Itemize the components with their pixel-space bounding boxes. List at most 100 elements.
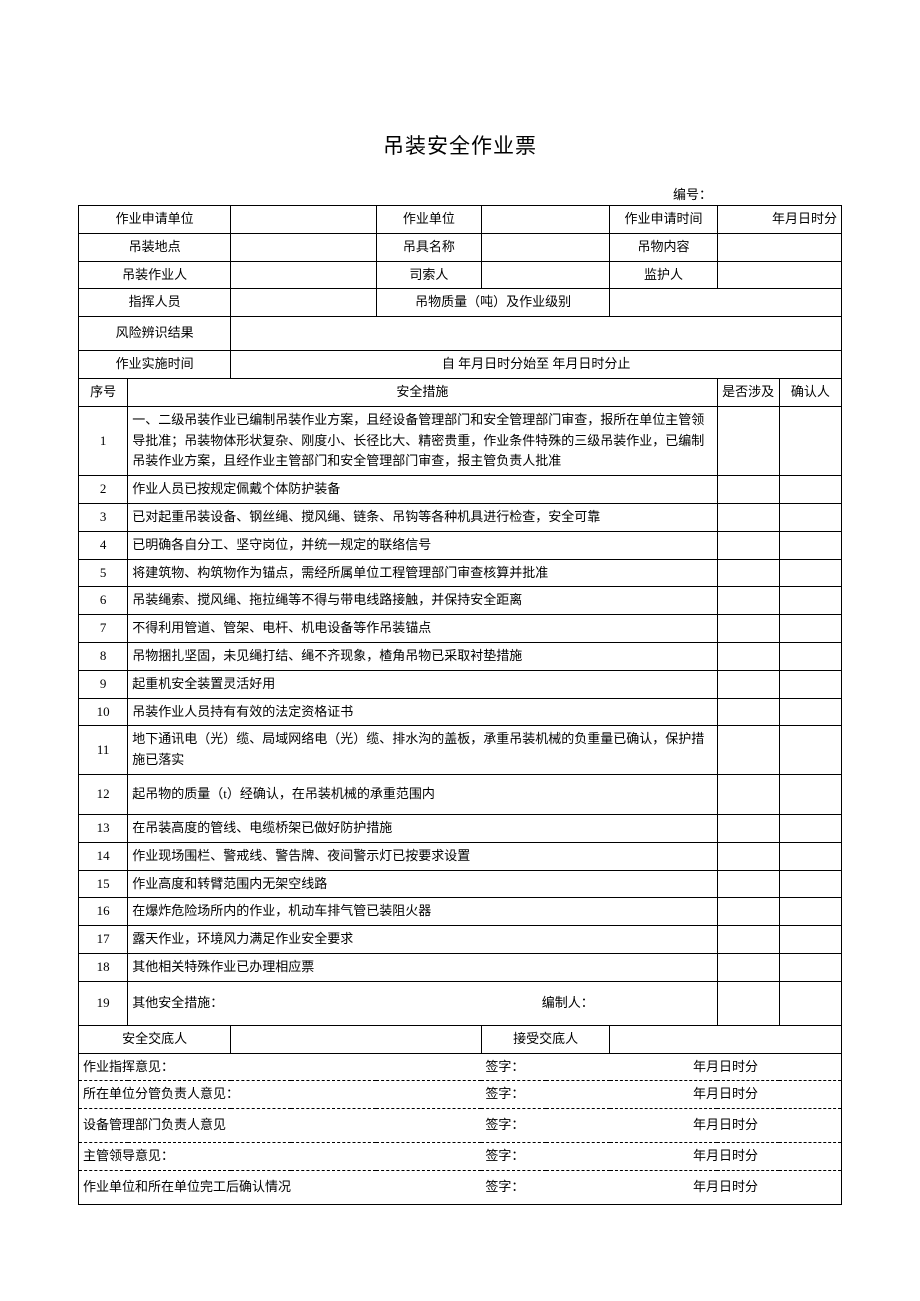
measure-confirm[interactable] [779, 587, 841, 615]
measure-confirm[interactable] [779, 531, 841, 559]
sig-sign-1[interactable]: 签字： [481, 1053, 610, 1081]
impl-time-value[interactable]: 自 年月日时分始至 年月日时分止 [231, 351, 842, 379]
measure-involve[interactable] [717, 476, 779, 504]
header-row: 风险辨识结果 [79, 317, 842, 351]
sig-sign-3[interactable]: 签字： [481, 1109, 610, 1143]
measure-involve[interactable] [717, 726, 779, 775]
measure-row: 14作业现场围栏、警戒线、警告牌、夜间警示灯已按要求设置 [79, 842, 842, 870]
measure-confirm[interactable] [779, 642, 841, 670]
measure-text: 不得利用管道、管架、电杆、机电设备等作吊装锚点 [128, 615, 717, 643]
measure-text: 在吊装高度的管线、电缆桥架已做好防护措施 [128, 814, 717, 842]
measure-row: 10吊装作业人员持有有效的法定资格证书 [79, 698, 842, 726]
measure-confirm[interactable] [779, 559, 841, 587]
measure-no: 14 [79, 842, 128, 870]
measure-confirm[interactable] [779, 698, 841, 726]
measure-text: 一、二级吊装作业已编制吊装作业方案，且经设备管理部门和安全管理部门审查，报所在单… [128, 406, 717, 475]
sig-opinion-4: 主管领导意见： [79, 1143, 482, 1171]
measure-confirm[interactable] [779, 726, 841, 775]
measure-text: 作业现场围栏、警戒线、警告牌、夜间警示灯已按要求设置 [128, 842, 717, 870]
measure-confirm[interactable] [779, 953, 841, 981]
apply-unit-label: 作业申请单位 [79, 206, 231, 234]
disclose-label: 安全交底人 [79, 1025, 231, 1053]
measure-text: 起吊物的质量（t）经确认，在吊装机械的承重范围内 [128, 774, 717, 814]
risk-value[interactable] [231, 317, 842, 351]
measure-involve[interactable] [717, 953, 779, 981]
apply-unit-value[interactable] [231, 206, 377, 234]
measure-row: 13在吊装高度的管线、电缆桥架已做好防护措施 [79, 814, 842, 842]
serial-number-label: 编号： [78, 184, 842, 203]
measure-text: 已对起重吊装设备、钢丝绳、搅风绳、链条、吊钩等各种机具进行检查，安全可靠 [128, 503, 717, 531]
measure-involve[interactable] [717, 406, 779, 475]
measure-involve[interactable] [717, 670, 779, 698]
apply-time-value[interactable]: 年月日时分 [717, 206, 841, 234]
measure-confirm[interactable] [779, 615, 841, 643]
measure-confirm[interactable] [779, 898, 841, 926]
commander-value[interactable] [231, 289, 377, 317]
sig-opinion-1: 作业指挥意见： [79, 1053, 482, 1081]
measure-no: 3 [79, 503, 128, 531]
measure-no: 8 [79, 642, 128, 670]
measure-confirm[interactable] [779, 981, 841, 1025]
col-involve: 是否涉及 [717, 378, 779, 406]
sig-opinion-5: 作业单位和所在单位完工后确认情况 [79, 1170, 482, 1204]
rigger-value[interactable] [481, 261, 610, 289]
measure-row: 3已对起重吊装设备、钢丝绳、搅风绳、链条、吊钩等各种机具进行检查，安全可靠 [79, 503, 842, 531]
measure-involve[interactable] [717, 842, 779, 870]
measure-involve[interactable] [717, 698, 779, 726]
sig-date-2[interactable]: 年月日时分 [610, 1081, 842, 1109]
measure-involve[interactable] [717, 642, 779, 670]
guardian-value[interactable] [717, 261, 841, 289]
object-content-label: 吊物内容 [610, 233, 717, 261]
disclose-value[interactable] [231, 1025, 482, 1053]
operator-value[interactable] [231, 261, 377, 289]
rigger-label: 司索人 [376, 261, 481, 289]
sig-date-4[interactable]: 年月日时分 [610, 1143, 842, 1171]
object-content-value[interactable] [717, 233, 841, 261]
operator-label: 吊装作业人 [79, 261, 231, 289]
measure-confirm[interactable] [779, 774, 841, 814]
measure-confirm[interactable] [779, 814, 841, 842]
measure-no: 2 [79, 476, 128, 504]
measure-row: 2作业人员已按规定佩戴个体防护装备 [79, 476, 842, 504]
sig-sign-5[interactable]: 签字： [481, 1170, 610, 1204]
tool-name-value[interactable] [481, 233, 610, 261]
measure-involve[interactable] [717, 814, 779, 842]
measure-involve[interactable] [717, 774, 779, 814]
sig-date-1[interactable]: 年月日时分 [610, 1053, 842, 1081]
measure-involve[interactable] [717, 559, 779, 587]
measure-no: 18 [79, 953, 128, 981]
work-unit-value[interactable] [481, 206, 610, 234]
measure-no: 11 [79, 726, 128, 775]
measure-no: 17 [79, 926, 128, 954]
sig-date-5[interactable]: 年月日时分 [610, 1170, 842, 1204]
measure-involve[interactable] [717, 587, 779, 615]
measure-no: 13 [79, 814, 128, 842]
signature-row: 作业指挥意见： 签字： 年月日时分 [79, 1053, 842, 1081]
measure-confirm[interactable] [779, 926, 841, 954]
measure-confirm[interactable] [779, 476, 841, 504]
measure-involve[interactable] [717, 926, 779, 954]
measure-involve[interactable] [717, 615, 779, 643]
measure-involve[interactable] [717, 898, 779, 926]
measure-involve[interactable] [717, 531, 779, 559]
sig-sign-4[interactable]: 签字： [481, 1143, 610, 1171]
measure-row: 4已明确各自分工、坚守岗位，并统一规定的联络信号 [79, 531, 842, 559]
location-value[interactable] [231, 233, 377, 261]
measure-confirm[interactable] [779, 670, 841, 698]
header-row: 作业申请单位 作业单位 作业申请时间 年月日时分 [79, 206, 842, 234]
measure-involve[interactable] [717, 503, 779, 531]
measure-no: 4 [79, 531, 128, 559]
measure-confirm[interactable] [779, 870, 841, 898]
measure-involve[interactable] [717, 870, 779, 898]
sig-date-3[interactable]: 年月日时分 [610, 1109, 842, 1143]
mass-level-label: 吊物质量（吨）及作业级别 [376, 289, 610, 317]
measure-row: 1一、二级吊装作业已编制吊装作业方案，且经设备管理部门和安全管理部门审查，报所在… [79, 406, 842, 475]
measure-involve[interactable] [717, 981, 779, 1025]
signature-row: 作业单位和所在单位完工后确认情况 签字： 年月日时分 [79, 1170, 842, 1204]
measure-confirm[interactable] [779, 503, 841, 531]
mass-level-value[interactable] [610, 289, 842, 317]
receive-value[interactable] [610, 1025, 842, 1053]
measure-confirm[interactable] [779, 842, 841, 870]
measure-confirm[interactable] [779, 406, 841, 475]
sig-sign-2[interactable]: 签字： [481, 1081, 610, 1109]
